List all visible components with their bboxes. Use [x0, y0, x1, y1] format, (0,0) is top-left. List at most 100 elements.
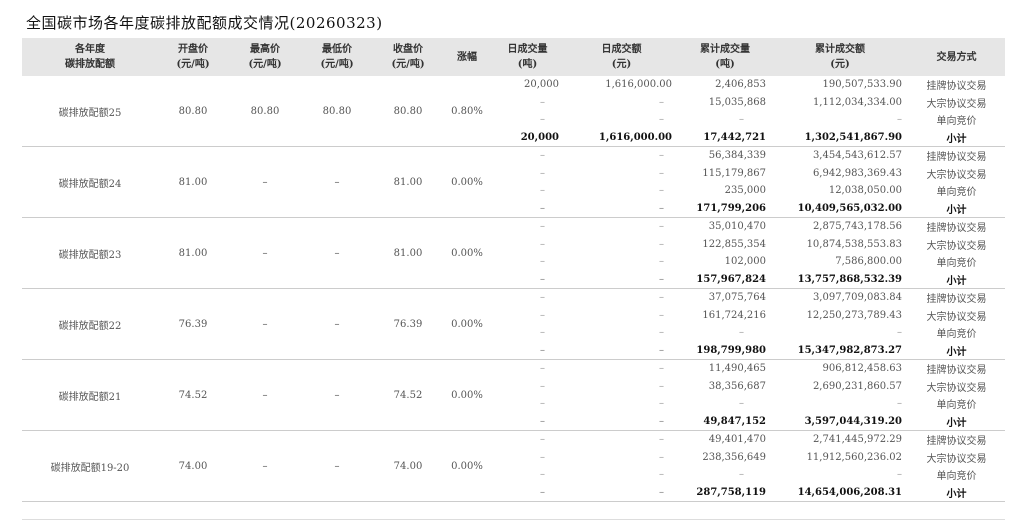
- close-price: 74.52: [372, 359, 444, 431]
- header-line: (元/吨): [320, 59, 354, 70]
- header-line: 日成交量: [507, 44, 548, 55]
- high-price: –: [228, 288, 302, 360]
- subtotal-row: – –157,967,824 13,757,868,532.39 小计: [22, 270, 1005, 289]
- cumulative-volume: 238,356,649: [702, 451, 766, 463]
- trade-method: 大宗协议交易: [926, 240, 987, 252]
- daily-amount: –: [659, 309, 664, 321]
- trade-method: 单向竞价: [936, 471, 977, 483]
- trade-method: 挂牌协议交易: [926, 223, 987, 235]
- daily-volume: –: [540, 363, 545, 375]
- daily-amount: –: [659, 292, 664, 304]
- open-price: 76.39: [158, 288, 228, 360]
- trade-method: 小计: [908, 270, 1005, 289]
- header-line: (元): [611, 59, 632, 70]
- header-cumulative-amount: 累计成交额 (元): [772, 38, 908, 76]
- table-row: – – 122,855,354 10,874,538,553.83 大宗协议交易: [22, 236, 1005, 254]
- cumulative-amount: 14,654,006,208.31: [772, 483, 908, 502]
- allowance-name: 碳排放配额23: [22, 217, 158, 289]
- cumulative-amount: 12,038,050.00: [828, 185, 902, 197]
- trade-method: 小计: [908, 199, 1005, 218]
- cumulative-volume: 49,401,470: [708, 434, 766, 446]
- cumulative-volume: 2,406,853: [715, 79, 766, 91]
- table-row: – – 38,356,687 2,690,231,860.57 大宗协议交易: [22, 378, 1005, 396]
- cumulative-amount: 2,741,445,972.29: [812, 434, 902, 446]
- allowance-name: 碳排放配额21: [22, 359, 158, 431]
- cumulative-amount: 12,250,273,789.43: [806, 309, 902, 321]
- cumulative-volume: 115,179,867: [702, 167, 766, 179]
- cumulative-volume: 11,490,465: [708, 363, 766, 375]
- header-line: 交易方式: [936, 51, 977, 63]
- daily-volume: –: [490, 199, 565, 218]
- table-row: – – – – 单向竞价: [22, 395, 1005, 413]
- page-title: 全国碳市场各年度碳排放配额成交情况(20260323): [26, 14, 383, 32]
- cumulative-amount: 3,097,709,083.84: [812, 292, 902, 304]
- allowance-name: 碳排放配额24: [22, 146, 158, 218]
- cumulative-volume: 56,384,339: [708, 150, 766, 162]
- cumulative-amount: 3,454,543,612.57: [812, 150, 902, 162]
- daily-volume: –: [540, 114, 545, 126]
- close-price: 81.00: [372, 146, 444, 218]
- cumulative-amount: –: [897, 469, 902, 481]
- low-price: –: [302, 217, 372, 289]
- daily-amount: 1,616,000.00: [605, 79, 672, 91]
- cumulative-volume: –: [739, 327, 744, 339]
- cumulative-amount: 906,812,458.63: [822, 363, 902, 375]
- header-line: 收盘价: [393, 44, 423, 55]
- trade-method: 小计: [908, 412, 1005, 431]
- header-change: 涨幅: [444, 38, 490, 76]
- daily-amount: –: [659, 114, 664, 126]
- open-price: 74.00: [158, 430, 228, 502]
- cumulative-amount: 1,112,034,334.00: [812, 96, 902, 108]
- header-high-price: 最高价 (元/吨): [228, 38, 302, 76]
- daily-volume: –: [540, 167, 545, 179]
- daily-amount: –: [659, 167, 664, 179]
- daily-volume: –: [540, 309, 545, 321]
- daily-amount: –: [565, 341, 678, 360]
- header-line: 各年度: [75, 44, 105, 55]
- cumulative-amount: 190,507,533.90: [822, 79, 902, 91]
- trade-method: 大宗协议交易: [926, 453, 987, 465]
- cumulative-volume: –: [739, 398, 744, 410]
- cumulative-amount: 2,690,231,860.57: [812, 380, 902, 392]
- change: 0.00%: [444, 359, 490, 431]
- cumulative-amount: 11,912,560,236.02: [806, 451, 902, 463]
- trade-method: 单向竞价: [936, 116, 977, 128]
- cumulative-volume: 37,075,764: [708, 292, 766, 304]
- close-price: 74.00: [372, 430, 444, 502]
- cumulative-volume: –: [739, 469, 744, 481]
- cumulative-amount: 7,586,800.00: [835, 256, 902, 268]
- close-price: 80.80: [372, 76, 444, 147]
- trade-method: 挂牌协议交易: [926, 294, 987, 306]
- trade-method: 大宗协议交易: [926, 382, 987, 394]
- daily-volume: –: [490, 412, 565, 431]
- cumulative-amount: 15,347,982,873.27: [772, 341, 908, 360]
- table-row: 碳排放配额22 76.39– –76.39 0.00% – –37,075,764 3,09…: [22, 288, 1005, 360]
- trade-method: 小计: [908, 483, 1005, 502]
- cumulative-volume: 49,847,152: [678, 412, 772, 431]
- subtotal-row: – –287,758,119 14,654,006,208.31 小计: [22, 483, 1005, 502]
- subtotal-row: – –49,847,152 3,597,044,319.20 小计: [22, 412, 1005, 431]
- high-price: –: [228, 359, 302, 431]
- table-row: – – 102,000 7,586,800.00 单向竞价: [22, 253, 1005, 271]
- daily-volume: –: [540, 238, 545, 250]
- table-row: 碳排放配额25 80.80 80.80 80.80 80.80 0.80% 20,000 1,…: [22, 76, 1005, 147]
- daily-amount: –: [659, 469, 664, 481]
- cumulative-amount: –: [897, 327, 902, 339]
- daily-volume: –: [540, 185, 545, 197]
- daily-volume: –: [540, 469, 545, 481]
- table-row: – – – – 单向竞价: [22, 466, 1005, 484]
- daily-volume: 20,000: [524, 79, 559, 91]
- trade-method: 小计: [908, 341, 1005, 360]
- close-price: 81.00: [372, 217, 444, 289]
- cumulative-volume: 157,967,824: [678, 270, 772, 289]
- trade-method: 单向竞价: [936, 329, 977, 341]
- daily-volume: –: [490, 270, 565, 289]
- header-line: (元/吨): [248, 59, 282, 70]
- daily-amount: –: [565, 412, 678, 431]
- header-line: 最低价: [322, 44, 352, 55]
- header-close-price: 收盘价 (元/吨): [372, 38, 444, 76]
- daily-volume: –: [540, 327, 545, 339]
- daily-volume: –: [490, 483, 565, 502]
- header-line: (吨): [517, 59, 538, 70]
- header-line: 最高价: [250, 44, 280, 55]
